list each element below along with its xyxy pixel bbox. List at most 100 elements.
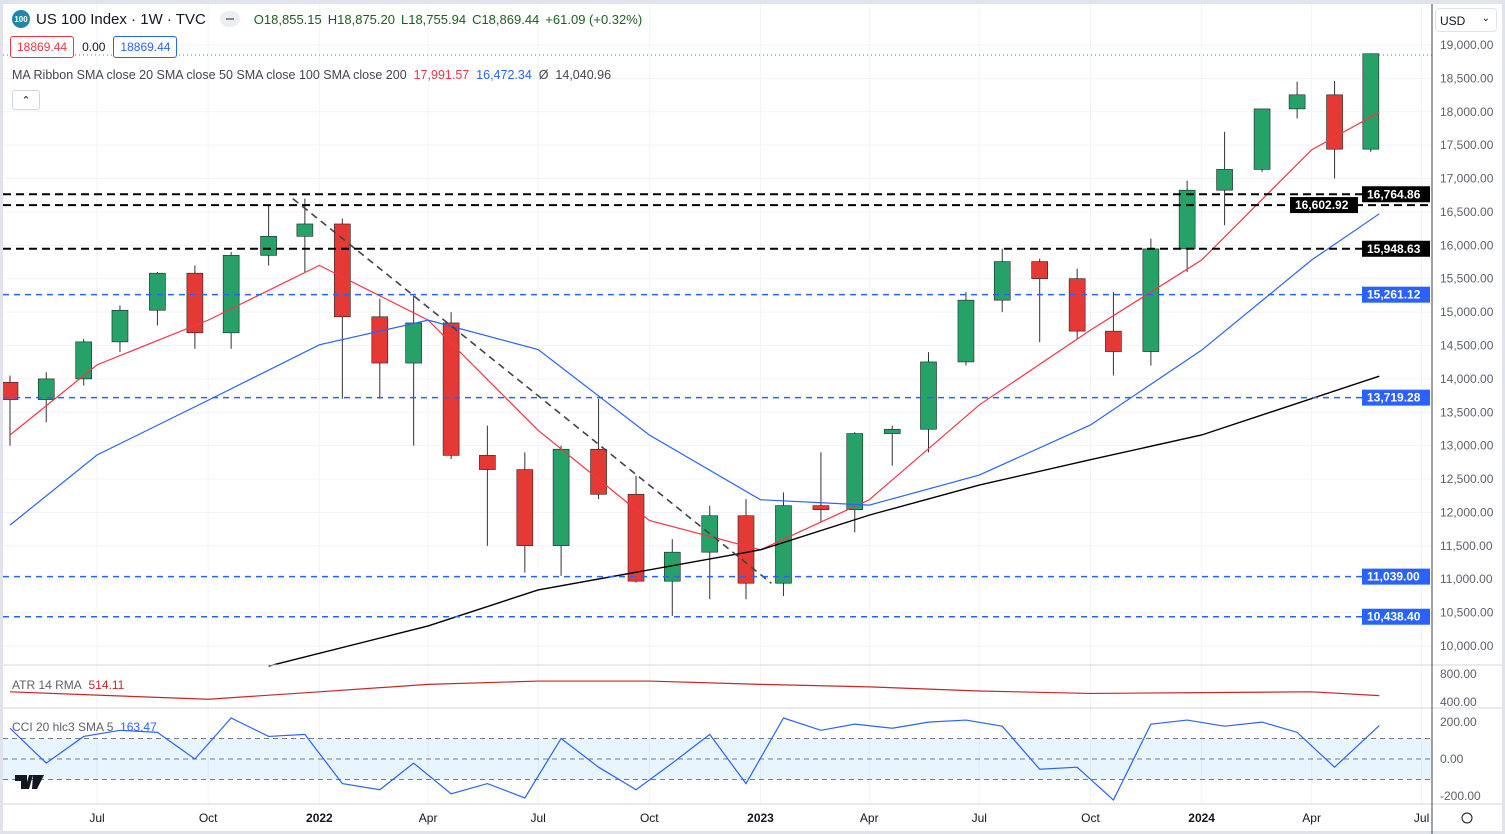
currency-label: USD (1440, 14, 1466, 28)
x-tick-label: 2023 (747, 811, 774, 825)
x-tick-label: Apr (860, 811, 879, 825)
tradingview-logo (15, 775, 44, 789)
cci-tick: 0.00 (1440, 752, 1464, 766)
candle-up (957, 299, 975, 363)
y-tick-label: 16,000.00 (1440, 238, 1494, 252)
candle-up (1178, 189, 1196, 250)
candle-up (1362, 53, 1380, 150)
candle-up (296, 223, 314, 237)
currency-select[interactable]: USD ⌄ (1435, 8, 1497, 32)
x-tick-label: Oct (1081, 811, 1100, 825)
cci-line (9, 717, 1380, 801)
candle-down (627, 493, 645, 582)
high-value: H18,875.20 (327, 11, 395, 27)
candle-up (260, 236, 277, 256)
level-label: 11,039.00 (1367, 570, 1420, 584)
ma-ribbon-legend[interactable]: MA Ribbon SMA close 20 SMA close 50 SMA … (12, 68, 611, 82)
sell-price-button[interactable]: 18869.44 (10, 36, 75, 58)
candle-down (1326, 94, 1343, 150)
x-tick-label: Oct (199, 811, 218, 825)
atr-legend[interactable]: ATR 14 RMA 514.11 (12, 678, 124, 692)
candle-up (993, 261, 1011, 301)
cci-tick: 200.00 (1440, 715, 1477, 729)
candle-down (1031, 261, 1048, 279)
change-value: +61.09 (+0.32%) (545, 11, 643, 27)
candle-up (1288, 94, 1306, 110)
settings-icon[interactable] (1461, 812, 1473, 824)
y-tick-label: 19,000.00 (1440, 38, 1494, 52)
chevron-down-icon: ⌄ (1481, 13, 1490, 24)
y-tick-label: 11,500.00 (1440, 539, 1493, 553)
cci-legend[interactable]: CCI 20 hlc3 SMA 5 163.47 (12, 720, 157, 734)
atr-tick: 400.00 (1440, 695, 1477, 709)
symbol-title[interactable]: US 100 Index · 1W · TVC (36, 10, 206, 28)
candle-up (1142, 248, 1160, 352)
x-tick-label: Apr (419, 811, 438, 825)
atr-value: 514.11 (88, 678, 125, 692)
buy-price-button[interactable]: 18869.44 (113, 36, 178, 58)
symbol-logo: 100 (12, 10, 30, 28)
ma-ribbon-label: MA Ribbon SMA close 20 SMA close 50 SMA … (12, 68, 407, 82)
sma50-line (9, 213, 1380, 526)
candle-up (1253, 108, 1271, 170)
candle-down (186, 272, 204, 334)
chevron-up-icon: ⌃ (21, 94, 31, 107)
candle-up (37, 378, 55, 400)
candle-up (552, 448, 570, 546)
level-label-bg (1362, 568, 1430, 585)
level-label: 15,261.12 (1367, 288, 1421, 302)
x-tick-label: Jul (972, 811, 987, 825)
candle-down (812, 505, 830, 510)
candle-down (590, 448, 607, 495)
x-tick-label: Jul (1414, 811, 1429, 825)
level-label: 16,764.86 (1367, 187, 1421, 201)
y-tick-label: 18,500.00 (1440, 71, 1494, 85)
sma20-line (9, 111, 1380, 551)
spread-value: 0.00 (82, 40, 106, 54)
cci-value: 163.47 (120, 720, 157, 734)
candle-up (701, 515, 719, 553)
sma200-value: 14,040.96 (555, 68, 612, 82)
y-tick-label: 18,000.00 (1440, 105, 1494, 119)
y-tick-label: 15,000.00 (1440, 305, 1494, 319)
candle-up (883, 428, 901, 434)
y-tick-label: 17,500.00 (1440, 138, 1494, 152)
y-tick-label: 15,500.00 (1440, 272, 1494, 286)
low-value: L18,755.94 (400, 11, 467, 27)
x-tick-label: 2024 (1188, 811, 1215, 825)
candle-down (334, 223, 351, 318)
level-label-bg (1362, 286, 1430, 303)
level-label: 13,719.28 (1367, 391, 1421, 405)
level-label-bg (1362, 608, 1430, 625)
y-tick-label: 11,000.00 (1440, 572, 1493, 586)
atr-line (9, 680, 1380, 700)
close-value: C18,869.44 (472, 11, 540, 27)
x-tick-label: 2022 (306, 811, 333, 825)
candle-down (516, 469, 534, 546)
candle-up (920, 361, 937, 430)
cci-label: CCI 20 hlc3 SMA 5 (12, 720, 114, 734)
candle-down (479, 455, 496, 470)
candle-up (111, 309, 129, 343)
y-tick-label: 13,000.00 (1440, 439, 1494, 453)
candle-down (442, 322, 460, 456)
collapse-legend-button[interactable]: ⌃ (12, 90, 40, 110)
symbol-legend: 100 US 100 Index · 1W · TVC O18,855.15 H… (12, 10, 642, 28)
x-tick-label: Jul (530, 811, 545, 825)
y-tick-label: 14,500.00 (1440, 339, 1494, 353)
level-label-bg (1362, 389, 1430, 406)
candle-up (405, 322, 422, 364)
candle-down (737, 515, 755, 584)
level-label: 15,948.63 (1367, 242, 1421, 256)
level-label: 16,602.92 (1295, 198, 1349, 212)
minus-icon[interactable] (219, 11, 240, 27)
y-tick-label: 13,500.00 (1440, 405, 1494, 419)
y-tick-label: 12,500.00 (1440, 472, 1494, 486)
trend-line (292, 197, 772, 584)
candle-up (75, 341, 93, 380)
atr-label: ATR 14 RMA (12, 678, 82, 692)
candle-up (1216, 169, 1233, 191)
x-tick-label: Oct (640, 811, 659, 825)
